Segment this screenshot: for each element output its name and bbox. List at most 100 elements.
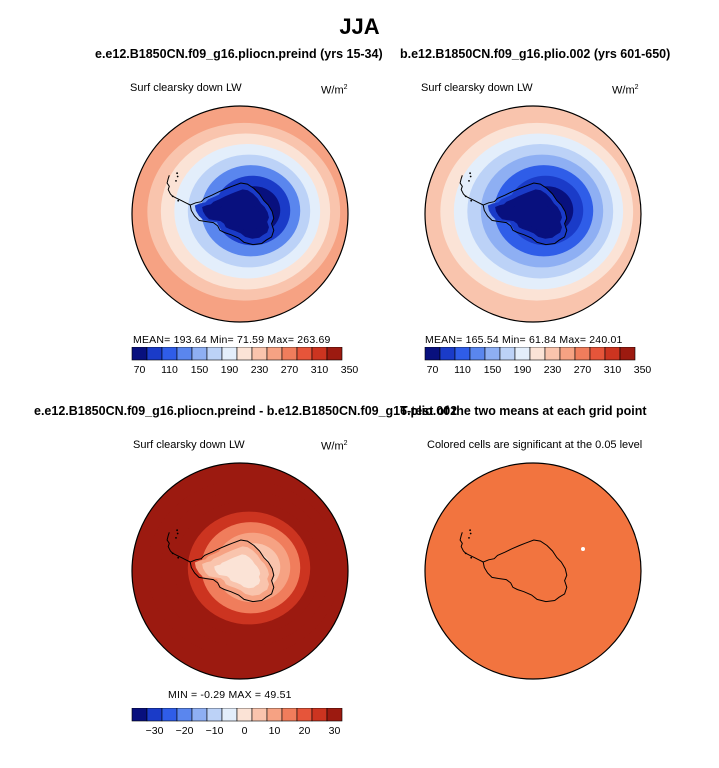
island bbox=[177, 199, 180, 202]
colorbar-tick-label: 350 bbox=[634, 364, 652, 376]
colorbar-tick-label: −30 bbox=[146, 725, 164, 737]
panel-subtitle-bottom-right: Colored cells are significant at the 0.0… bbox=[427, 439, 643, 451]
field-band bbox=[507, 197, 554, 232]
colorbar-tick-label: −10 bbox=[206, 725, 224, 737]
units-label-bottom-left: W/m2 bbox=[321, 440, 348, 453]
colorbar-tick-label: 190 bbox=[221, 364, 239, 376]
colorbar-cell bbox=[251, 347, 268, 361]
island bbox=[469, 532, 472, 535]
peninsula-coastline bbox=[166, 175, 191, 206]
colorbar-tick-label: 30 bbox=[329, 725, 341, 737]
colorbar-cell bbox=[161, 347, 178, 361]
stats-bottom-left: MIN = -0.29 MAX = 49.51 bbox=[168, 689, 292, 701]
island bbox=[175, 537, 177, 539]
main-title: JJA bbox=[339, 14, 380, 39]
colorbar-cell bbox=[454, 347, 471, 361]
colorbar-cell bbox=[499, 347, 516, 361]
antarctica-coastline bbox=[482, 539, 568, 603]
stats-top-right: MEAN= 165.54 Min= 61.84 Max= 240.01 bbox=[425, 334, 623, 346]
island bbox=[176, 175, 179, 178]
colorbar-bottom-left: −30 −20 −10 0 10 20 30 bbox=[131, 708, 343, 737]
significant-cells bbox=[425, 463, 641, 679]
colorbar-cell bbox=[176, 708, 193, 722]
colorbar-cell bbox=[469, 347, 486, 361]
colorbar-cell bbox=[311, 708, 328, 722]
colorbar-tick-label: 230 bbox=[251, 364, 269, 376]
island bbox=[468, 537, 470, 539]
colorbar-tick-label: 270 bbox=[574, 364, 592, 376]
panel-subtitle-bottom-left: Surf clearsky down LW bbox=[133, 439, 245, 451]
island bbox=[171, 552, 174, 555]
colorbar-cell bbox=[191, 708, 208, 722]
colorbar-cell bbox=[131, 708, 148, 722]
island bbox=[176, 529, 178, 532]
peninsula-coastline bbox=[166, 532, 191, 563]
field-band bbox=[214, 197, 261, 232]
colorbar-tick-label: 310 bbox=[604, 364, 622, 376]
stats-top-left: MEAN= 193.64 Min= 71.59 Max= 263.69 bbox=[133, 334, 331, 346]
colorbar-cell bbox=[424, 347, 441, 361]
map-top-left bbox=[131, 105, 349, 323]
island bbox=[171, 195, 174, 198]
colorbar-cell bbox=[266, 347, 283, 361]
colorbar-tick-label: 110 bbox=[454, 364, 471, 376]
colorbar-cell bbox=[281, 708, 298, 722]
colorbar-cell bbox=[146, 347, 163, 361]
colorbar-cell bbox=[161, 708, 178, 722]
island bbox=[470, 556, 473, 559]
colorbar-cell bbox=[146, 708, 163, 722]
colorbar-cell bbox=[191, 347, 208, 361]
island bbox=[176, 172, 178, 175]
panel-title-bottom-left: e.e12.B1850CN.f09_g16.pliocn.preind - b.… bbox=[34, 404, 458, 418]
colorbar-tick-label: 270 bbox=[281, 364, 299, 376]
colorbar-cell bbox=[131, 347, 148, 361]
colorbar-cell bbox=[484, 347, 501, 361]
colorbar-cell bbox=[326, 708, 343, 722]
colorbar-tick-label: 70 bbox=[427, 364, 439, 376]
colorbar-cell bbox=[236, 347, 253, 361]
colorbar-cell bbox=[544, 347, 561, 361]
island bbox=[469, 175, 472, 178]
map-border bbox=[131, 105, 349, 323]
island bbox=[464, 552, 467, 555]
colorbar-tick-label: 350 bbox=[341, 364, 359, 376]
colorbar-cell bbox=[176, 347, 193, 361]
island bbox=[470, 199, 473, 202]
peninsula-coastline bbox=[459, 175, 484, 206]
non-significant-cell bbox=[581, 547, 585, 551]
panel-subtitle-top-left: Surf clearsky down LW bbox=[130, 82, 242, 94]
map-border bbox=[131, 462, 349, 680]
colorbar-tick-label: 150 bbox=[191, 364, 209, 376]
panel-subtitle-top-right: Surf clearsky down LW bbox=[421, 82, 533, 94]
map-field bbox=[425, 106, 641, 322]
colorbar-cell bbox=[574, 347, 591, 361]
units-label-top-right: W/m2 bbox=[612, 84, 639, 97]
map-field bbox=[132, 463, 348, 679]
antarctica-coastline bbox=[189, 182, 275, 246]
panel-title-top-left: e.e12.B1850CN.f09_g16.pliocn.preind (yrs… bbox=[95, 47, 383, 61]
colorbar-top-left: 70 110 150 190 230 270 310 350 bbox=[131, 347, 359, 376]
colorbar-tick-label: 230 bbox=[544, 364, 562, 376]
island bbox=[175, 180, 177, 182]
colorbar-cell bbox=[604, 347, 621, 361]
map-field bbox=[132, 106, 348, 322]
map-bottom-left bbox=[131, 462, 349, 680]
colorbar-cell bbox=[311, 347, 328, 361]
antarctica-coastline bbox=[189, 539, 275, 603]
island bbox=[464, 195, 467, 198]
colorbar-cell bbox=[326, 347, 343, 361]
colorbar-tick-label: 190 bbox=[514, 364, 532, 376]
island bbox=[177, 556, 180, 559]
colorbar-cell bbox=[206, 347, 223, 361]
colorbar-cell bbox=[439, 347, 456, 361]
units-label-top-left: W/m2 bbox=[321, 84, 348, 97]
island bbox=[468, 180, 470, 182]
map-top-right bbox=[424, 105, 642, 323]
panel-title-top-right: b.e12.B1850CN.f09_g16.plio.002 (yrs 601-… bbox=[400, 47, 671, 61]
colorbar-tick-label: 10 bbox=[269, 725, 281, 737]
island bbox=[469, 529, 471, 532]
colorbar-cell bbox=[251, 708, 268, 722]
colorbar-tick-label: −20 bbox=[176, 725, 194, 737]
colorbar-cell bbox=[266, 708, 283, 722]
colorbar-cell bbox=[236, 708, 253, 722]
